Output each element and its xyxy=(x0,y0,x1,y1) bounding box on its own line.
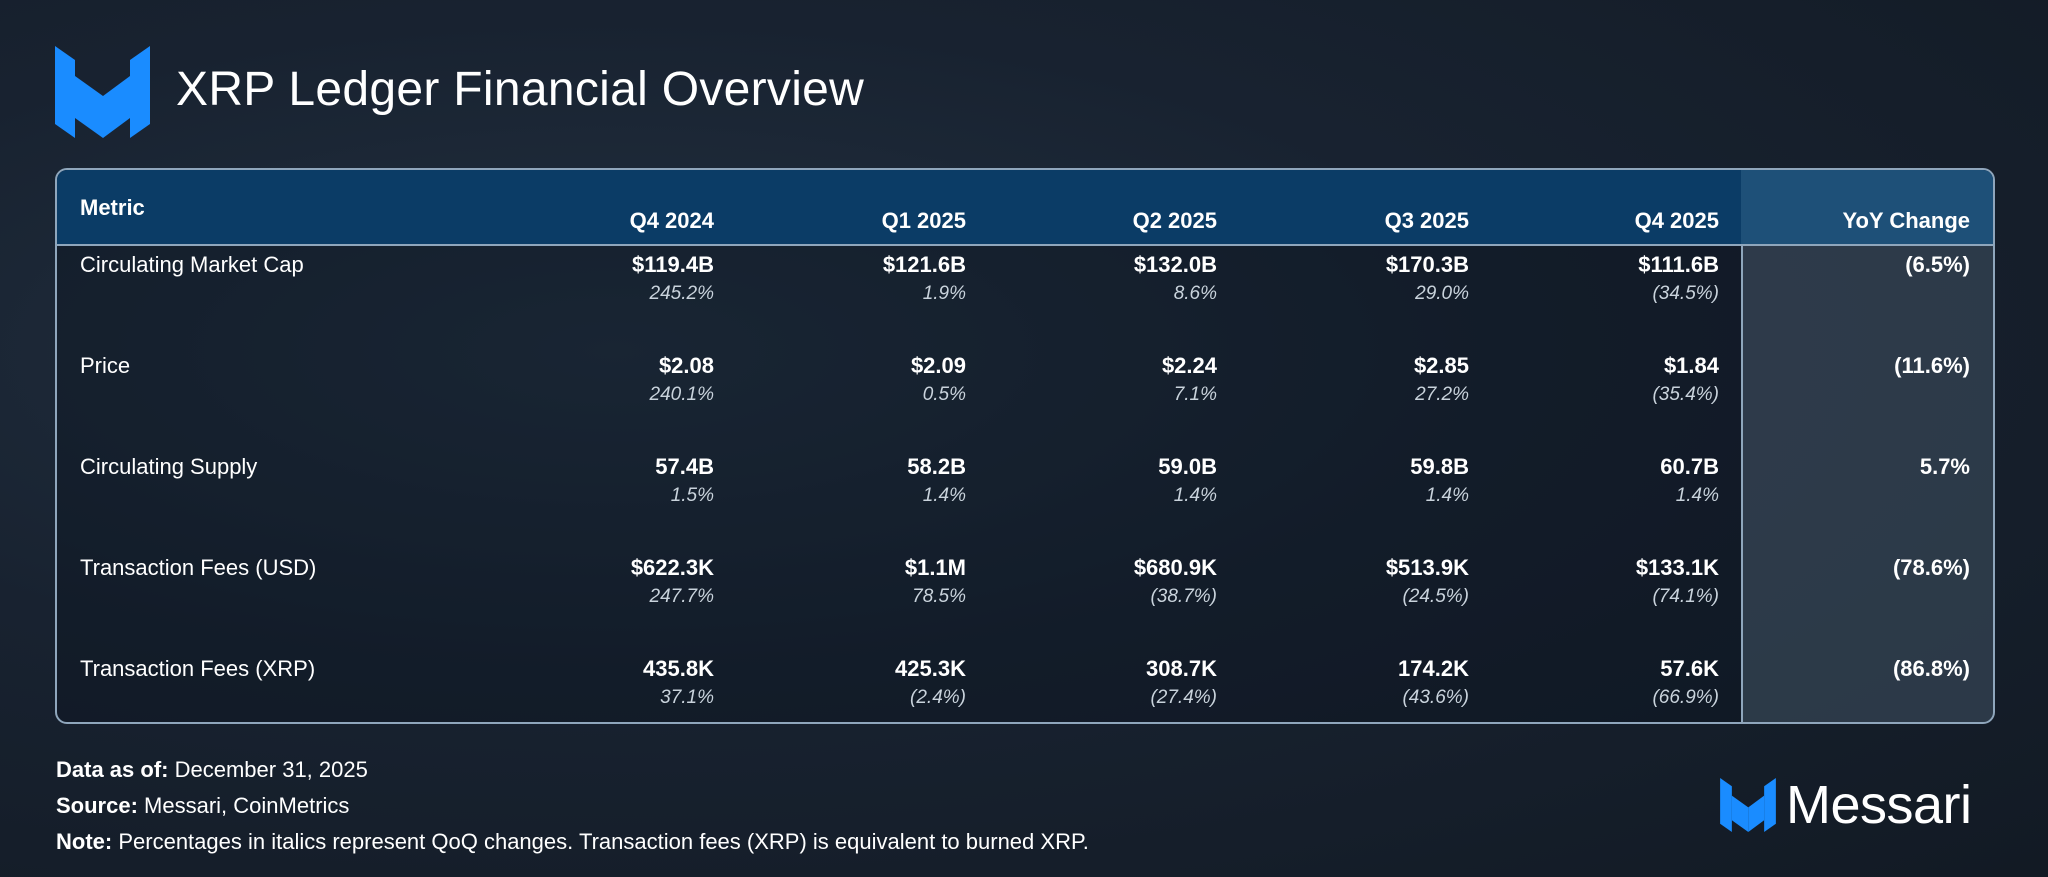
value: 57.6K xyxy=(1660,656,1719,681)
value: 59.8B xyxy=(1410,454,1469,479)
value: $2.24 xyxy=(1161,353,1217,378)
metric-label: Transaction Fees (XRP) xyxy=(80,656,316,681)
metric-label: Circulating Supply xyxy=(80,454,258,479)
qoq-change: (38.7%) xyxy=(1150,586,1217,607)
source: Source: Messari, CoinMetrics xyxy=(56,793,350,818)
qoq-change: 78.5% xyxy=(912,586,966,607)
qoq-change: 1.5% xyxy=(670,485,714,506)
column-header: Q3 2025 xyxy=(1384,208,1469,233)
brand: Messari xyxy=(1720,774,1972,836)
yoy-column xyxy=(1741,170,1993,722)
column-header: YoY Change xyxy=(1842,208,1970,233)
qoq-change: 29.0% xyxy=(1415,283,1469,304)
value: 60.7B xyxy=(1660,454,1719,479)
footer: Data as of: December 31, 2025 Source: Me… xyxy=(56,752,1089,860)
yoy-change: (11.6%) xyxy=(1894,353,1970,378)
qoq-change: 1.4% xyxy=(922,485,966,506)
value: $132.0B xyxy=(1133,252,1217,277)
yoy-change: (6.5%) xyxy=(1905,252,1970,277)
qoq-change: (66.9%) xyxy=(1652,687,1719,708)
qoq-change: (27.4%) xyxy=(1150,687,1217,708)
column-header: Q4 2025 xyxy=(1634,208,1719,233)
qoq-change: 27.2% xyxy=(1415,384,1469,405)
qoq-change: 1.9% xyxy=(922,283,966,304)
qoq-change: (24.5%) xyxy=(1402,586,1469,607)
column-header: Metric xyxy=(80,195,145,220)
value: $1.1M xyxy=(904,555,966,580)
metric-label: Circulating Market Cap xyxy=(80,252,304,277)
qoq-change: 7.1% xyxy=(1173,384,1217,405)
value: $2.08 xyxy=(658,353,714,378)
value: $2.09 xyxy=(910,353,966,378)
qoq-change: (74.1%) xyxy=(1652,586,1719,607)
yoy-change: (86.8%) xyxy=(1892,656,1970,681)
logo xyxy=(55,46,150,138)
yoy-change: (78.6%) xyxy=(1892,555,1970,580)
value: $680.9K xyxy=(1133,555,1217,580)
value: $170.3B xyxy=(1385,252,1469,277)
value: $513.9K xyxy=(1385,555,1469,580)
table: Metric Q4 2024 Q1 2025 Q2 2025 Q3 2025 Q4 202… xyxy=(55,168,1995,724)
qoq-change: 1.4% xyxy=(1425,485,1469,506)
qoq-change: 245.2% xyxy=(649,283,714,304)
qoq-change: (35.4%) xyxy=(1652,384,1719,405)
qoq-change: (2.4%) xyxy=(910,687,966,708)
qoq-change: 1.4% xyxy=(1675,485,1719,506)
value: 59.0B xyxy=(1158,454,1217,479)
yoy-change: 5.7% xyxy=(1919,454,1970,479)
value: 435.8K xyxy=(643,656,714,681)
value: 57.4B xyxy=(655,454,714,479)
qoq-change: 8.6% xyxy=(1173,283,1217,304)
note: Note: Percentages in italics represent Q… xyxy=(56,829,1089,854)
value: 308.7K xyxy=(1146,656,1217,681)
qoq-change: 247.7% xyxy=(649,586,714,607)
value: 58.2B xyxy=(907,454,966,479)
value: $119.4B xyxy=(632,252,714,277)
brand-name: Messari xyxy=(1786,775,1972,835)
value: $2.85 xyxy=(1413,353,1469,378)
column-header: Q4 2024 xyxy=(629,208,714,233)
data-as-of: Data as of: December 31, 2025 xyxy=(56,757,368,782)
qoq-change: 1.4% xyxy=(1173,485,1217,506)
metric-label: Transaction Fees (USD) xyxy=(80,555,317,580)
brand-logo xyxy=(1720,778,1776,832)
qoq-change: 0.5% xyxy=(922,384,966,405)
qoq-change: 240.1% xyxy=(649,384,714,405)
column-header: Q1 2025 xyxy=(881,208,966,233)
value: 174.2K xyxy=(1398,656,1469,681)
value: $133.1K xyxy=(1635,555,1719,580)
value: $121.6B xyxy=(882,252,966,277)
column-header: Q2 2025 xyxy=(1132,208,1217,233)
value: $111.6B xyxy=(1638,252,1719,277)
value: $622.3K xyxy=(630,555,714,580)
value: $1.84 xyxy=(1663,353,1719,378)
metric-label: Price xyxy=(80,353,131,378)
qoq-change: (34.5%) xyxy=(1652,283,1719,304)
table-header xyxy=(57,170,1993,246)
value: 425.3K xyxy=(895,656,966,681)
qoq-change: 37.1% xyxy=(660,687,714,708)
title: XRP Ledger Financial Overview xyxy=(176,63,865,116)
qoq-change: (43.6%) xyxy=(1402,687,1469,708)
